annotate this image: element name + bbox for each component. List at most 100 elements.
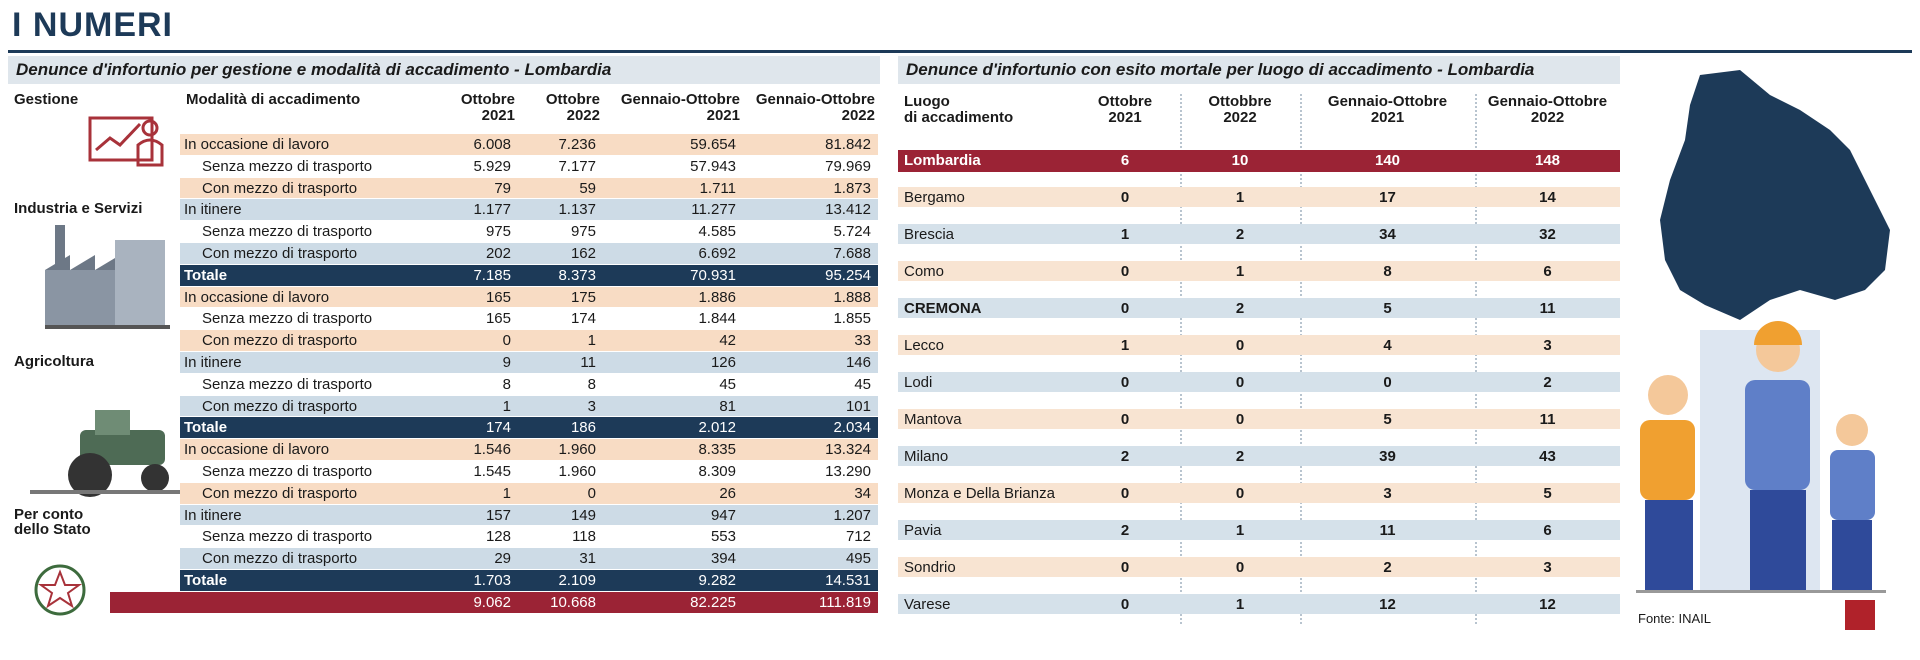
cell-value: 3 bbox=[1383, 485, 1392, 502]
row-label: CREMONA bbox=[904, 300, 982, 317]
cell-value: 8.335 bbox=[698, 441, 736, 459]
row-label: Varese bbox=[904, 596, 951, 613]
row-label: Con mezzo di trasporto bbox=[202, 484, 358, 502]
cell-value: 11 bbox=[1539, 300, 1556, 317]
cell-value: 95.254 bbox=[825, 266, 871, 284]
cell-value: 14.531 bbox=[825, 572, 871, 589]
cell-value: 17 bbox=[1379, 189, 1396, 206]
cell-value: 0 bbox=[1235, 374, 1245, 391]
cell-value: 6 bbox=[1120, 152, 1130, 169]
row-label: Como bbox=[904, 263, 945, 280]
row-band bbox=[180, 199, 878, 221]
row-label: Senza mezzo di trasporto bbox=[202, 375, 373, 393]
row-label: Senza mezzo di trasporto bbox=[202, 463, 373, 480]
cell-value: 394 bbox=[710, 550, 736, 568]
cell-value: 2.034 bbox=[833, 419, 871, 437]
row-band bbox=[898, 483, 1620, 503]
cell-value: 7.236 bbox=[558, 136, 596, 153]
cell-value: 2 bbox=[1235, 448, 1245, 465]
cell-value: 975 bbox=[570, 223, 596, 241]
cell-value: 0 bbox=[1120, 263, 1130, 280]
row-label: Mantova bbox=[904, 411, 962, 428]
cell-value: 5 bbox=[1383, 411, 1392, 428]
cell-value: 81.842 bbox=[825, 136, 871, 153]
column-header: Gennaio-Ottobre 2022 bbox=[1487, 93, 1608, 126]
cell-value: 59 bbox=[579, 179, 596, 197]
cell-value: 45 bbox=[719, 375, 736, 393]
grand-total-value: 9.062 bbox=[473, 593, 511, 611]
cell-value: 9.282 bbox=[698, 572, 736, 589]
row-label: Senza mezzo di trasporto bbox=[202, 310, 373, 328]
row-label: In itinere bbox=[184, 201, 242, 219]
row-label: Monza e Della Brianza bbox=[904, 485, 1055, 502]
cell-value: 11 bbox=[580, 354, 596, 371]
cell-value: 81 bbox=[719, 397, 736, 415]
row-band bbox=[180, 373, 878, 395]
cell-value: 0 bbox=[1120, 300, 1130, 317]
row-band bbox=[180, 330, 878, 351]
cell-value: 1.844 bbox=[698, 310, 736, 328]
cell-value: 165 bbox=[485, 310, 511, 328]
cell-value: 7.688 bbox=[833, 245, 871, 262]
row-label: Lodi bbox=[904, 374, 933, 391]
row-label: Brescia bbox=[904, 226, 955, 243]
cell-value: 148 bbox=[1534, 152, 1561, 169]
row-label: Totale bbox=[184, 419, 228, 437]
cell-value: 2 bbox=[1383, 559, 1392, 576]
row-band bbox=[180, 439, 878, 460]
cell-value: 11 bbox=[1539, 411, 1556, 428]
cell-value: 126 bbox=[710, 354, 736, 371]
row-label: Sondrio bbox=[904, 559, 956, 576]
cell-value: 186 bbox=[570, 419, 596, 437]
column-header: Ottobre 2021 bbox=[1097, 93, 1153, 126]
row-label: Pavia bbox=[904, 522, 942, 539]
row-band bbox=[180, 417, 878, 439]
row-band bbox=[180, 134, 878, 155]
cell-value: 0 bbox=[1383, 374, 1392, 391]
cell-value: 0 bbox=[1235, 485, 1245, 502]
cell-value: 2 bbox=[1120, 448, 1130, 465]
cell-value: 39 bbox=[1379, 448, 1396, 465]
row-band bbox=[180, 243, 878, 264]
cell-value: 101 bbox=[845, 397, 871, 415]
row-label: Totale bbox=[184, 266, 228, 284]
row-label: Senza mezzo di trasporto bbox=[202, 157, 373, 175]
factory-icon bbox=[45, 225, 170, 329]
cell-value: 5 bbox=[1383, 300, 1392, 317]
cell-value: 0 bbox=[1235, 411, 1245, 428]
cell-value: 4 bbox=[1383, 337, 1392, 354]
cell-value: 2 bbox=[1543, 374, 1552, 391]
row-band bbox=[898, 372, 1620, 392]
left-table-title: Denunce d'infortunio per gestione e moda… bbox=[8, 56, 880, 84]
column-header: Ottobbre 2022 bbox=[1208, 93, 1272, 126]
workers-illustration bbox=[1636, 321, 1886, 593]
cell-value: 7.177 bbox=[558, 157, 596, 175]
gestione-label: Per conto dello Stato bbox=[14, 505, 91, 539]
cell-value: 1 bbox=[1235, 596, 1245, 613]
cell-value: 4.585 bbox=[698, 223, 736, 241]
emblem-icon bbox=[34, 564, 86, 616]
row-band bbox=[898, 409, 1620, 429]
cell-value: 14 bbox=[1539, 189, 1556, 206]
row-band bbox=[898, 594, 1620, 614]
cell-value: 1 bbox=[1120, 226, 1130, 243]
row-band bbox=[180, 352, 878, 373]
row-label: Totale bbox=[184, 572, 228, 589]
cell-value: 2.012 bbox=[698, 419, 736, 437]
column-separator bbox=[1475, 94, 1477, 624]
cell-value: 1.703 bbox=[473, 572, 511, 589]
cell-value: 157 bbox=[485, 506, 511, 524]
cell-value: 1 bbox=[1235, 522, 1245, 539]
cell-value: 57.943 bbox=[690, 157, 736, 175]
cell-value: 1.545 bbox=[473, 463, 511, 480]
cell-value: 0 bbox=[1120, 596, 1130, 613]
cell-value: 6.008 bbox=[473, 136, 511, 153]
grand-total-value: 82.225 bbox=[690, 593, 736, 611]
cell-value: 175 bbox=[570, 288, 596, 306]
cell-value: 13.324 bbox=[825, 441, 871, 459]
column-header: Ottobre 2021 bbox=[460, 91, 515, 124]
column-header: Ottobre 2022 bbox=[545, 91, 600, 124]
cell-value: 1.177 bbox=[473, 201, 511, 219]
cell-value: 12 bbox=[1379, 596, 1396, 613]
